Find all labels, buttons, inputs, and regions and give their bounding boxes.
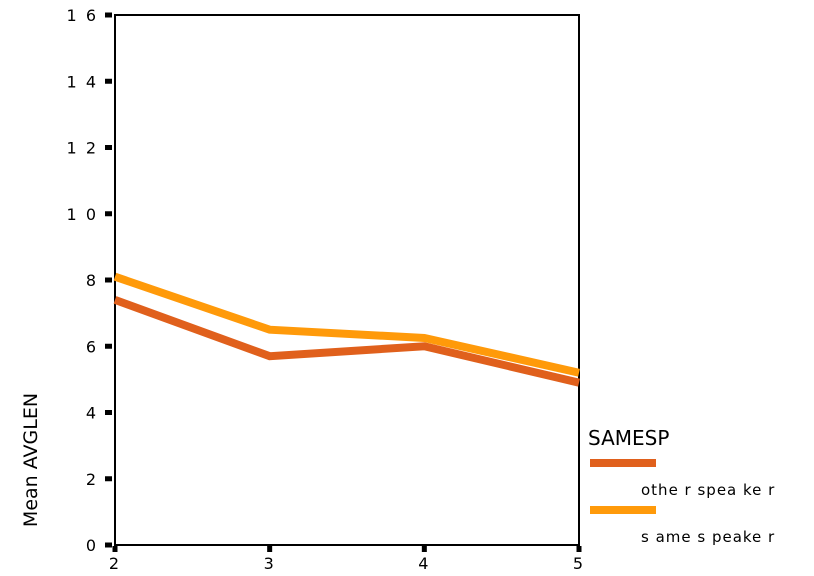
y-tick-mark: [105, 277, 112, 283]
y-tick-label: 0: [86, 536, 98, 555]
y-tick-mark: [105, 211, 112, 217]
legend-swatch-same-speaker: [590, 506, 656, 514]
legend-label-other-speaker: othe r spea ke r: [641, 481, 775, 499]
x-tick-mark: [112, 546, 118, 552]
y-axis-title: Mean AVGLEN: [20, 393, 42, 527]
x-tick-label: 2: [109, 554, 121, 573]
series-line-other-speaker: [113, 296, 580, 387]
series-line-same-speaker: [113, 272, 580, 377]
y-tick-mark: [105, 476, 112, 482]
y-tick-mark: [105, 145, 112, 150]
y-tick-mark: [105, 542, 112, 548]
x-axis: 2 3 4 5: [109, 546, 585, 573]
legend-swatch-other-speaker: [590, 459, 656, 467]
x-tick-label: 4: [418, 554, 430, 573]
x-tick-mark: [267, 546, 273, 552]
series-lines: [113, 272, 580, 387]
y-tick-mark: [105, 410, 112, 415]
y-tick-label: 4: [86, 404, 98, 423]
x-tick-mark: [421, 546, 427, 552]
y-tick-label: 6: [86, 337, 98, 356]
x-tick-label: 3: [264, 554, 276, 573]
plot-frame: [114, 14, 580, 546]
y-tick-label: 1 2: [67, 139, 98, 158]
x-tick-mark: [576, 546, 582, 552]
y-tick-label: 1 4: [67, 72, 98, 91]
legend-label-same-speaker: s ame s peake r: [641, 528, 775, 546]
y-tick-label: 1 0: [67, 205, 98, 224]
y-tick-label: 1 6: [67, 6, 98, 25]
legend: SAMESP othe r spea ke r s ame s peake r: [588, 426, 775, 546]
y-axis: 0 2 4 6 8 1 0 1 2 1 4 1 6: [67, 6, 112, 555]
y-tick-label: 8: [86, 271, 98, 290]
y-tick-mark: [105, 12, 112, 18]
y-tick-label: 2: [86, 470, 98, 489]
y-tick-mark: [105, 78, 112, 84]
legend-title: SAMESP: [588, 426, 669, 450]
x-tick-label: 5: [573, 554, 585, 573]
y-tick-mark: [105, 343, 112, 349]
